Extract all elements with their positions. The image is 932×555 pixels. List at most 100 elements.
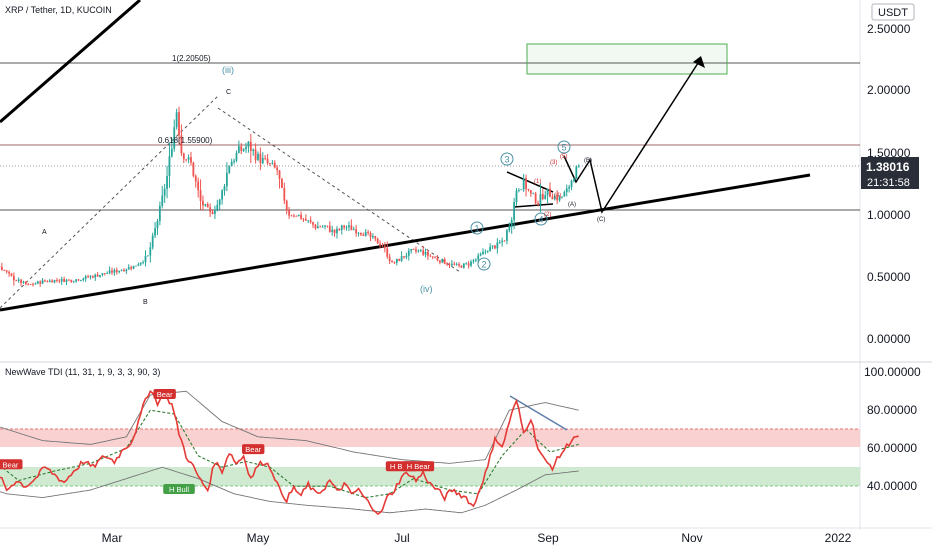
candle-down bbox=[362, 235, 364, 236]
candle-up bbox=[18, 280, 20, 281]
candle-up bbox=[492, 245, 494, 246]
candle-up bbox=[475, 259, 477, 260]
candle-down bbox=[269, 163, 271, 164]
candle-up bbox=[518, 190, 520, 191]
candle-down bbox=[530, 190, 532, 193]
candle-down bbox=[367, 232, 369, 233]
candle-down bbox=[116, 270, 118, 272]
candle-up bbox=[145, 256, 147, 262]
symbol-title: XRP / Tether, 1D, KUCOIN bbox=[5, 5, 112, 15]
candle-down bbox=[439, 260, 441, 262]
candle-up bbox=[142, 262, 144, 263]
candle-down bbox=[315, 225, 317, 229]
proj-A-label: (A) bbox=[568, 202, 576, 208]
signal-label-text: H Bull bbox=[169, 485, 189, 494]
count-2-label: 2 bbox=[481, 260, 486, 270]
count-2-marker: 2 bbox=[478, 258, 490, 270]
candle-up bbox=[82, 279, 84, 280]
candle-down bbox=[458, 264, 460, 266]
candle-up bbox=[465, 263, 467, 264]
candle-down bbox=[200, 190, 202, 201]
fib-connector-up[interactable] bbox=[0, 96, 218, 308]
candle-down bbox=[11, 273, 13, 275]
candle-up bbox=[238, 146, 240, 153]
steep-trendline[interactable] bbox=[0, 0, 140, 122]
candle-up bbox=[511, 220, 513, 227]
candle-down bbox=[92, 276, 94, 277]
candle-up bbox=[204, 204, 206, 205]
signal-label: Bear bbox=[153, 389, 175, 399]
triangle-lower[interactable] bbox=[514, 204, 553, 207]
candle-down bbox=[437, 258, 439, 260]
candle-up bbox=[489, 247, 491, 252]
triangle-upper[interactable] bbox=[507, 172, 553, 192]
indicator-lines-layer bbox=[0, 391, 579, 514]
candle-up bbox=[90, 276, 92, 277]
candle-up bbox=[262, 158, 264, 163]
candle-down bbox=[327, 226, 329, 227]
candle-down bbox=[319, 226, 321, 227]
signal-label: H Bull bbox=[163, 484, 195, 494]
candle-up bbox=[456, 264, 458, 265]
candle-down bbox=[264, 158, 266, 159]
candle-down bbox=[413, 249, 415, 250]
candle-up bbox=[169, 156, 171, 176]
candle-up bbox=[520, 189, 522, 190]
candle-down bbox=[343, 226, 345, 228]
candle-up bbox=[154, 228, 156, 235]
candle-up bbox=[401, 256, 403, 261]
candle-down bbox=[123, 270, 125, 271]
fib-connector-down[interactable] bbox=[218, 108, 460, 272]
candle-up bbox=[540, 194, 542, 204]
candle-up bbox=[94, 275, 96, 278]
projection-path[interactable] bbox=[564, 60, 700, 212]
candle-down bbox=[468, 263, 470, 265]
candle-up bbox=[473, 261, 475, 262]
indicator-tick: 40.00000 bbox=[867, 479, 917, 493]
signal-label-text: H Bear bbox=[407, 462, 431, 471]
candle-down bbox=[549, 189, 551, 197]
candle-up bbox=[133, 266, 135, 269]
candle-down bbox=[6, 271, 8, 272]
candle-down bbox=[190, 157, 192, 162]
candle-down bbox=[279, 170, 281, 179]
time-tick: Jul bbox=[394, 531, 409, 545]
candle-down bbox=[46, 281, 48, 282]
candle-up bbox=[35, 284, 37, 285]
candle-down bbox=[288, 211, 290, 216]
wave-C-label: C bbox=[226, 89, 231, 96]
candle-up bbox=[245, 147, 247, 149]
rsi-line[interactable] bbox=[0, 391, 579, 514]
candle-up bbox=[575, 167, 577, 179]
candle-up bbox=[231, 162, 233, 166]
candle-up bbox=[451, 264, 453, 266]
candle-up bbox=[331, 230, 333, 232]
candle-up bbox=[157, 221, 159, 228]
candle-up bbox=[221, 191, 223, 200]
rising-trendline[interactable] bbox=[0, 175, 810, 310]
candle-down bbox=[202, 201, 204, 206]
candle-down bbox=[259, 154, 261, 163]
indicator-tick: 60.00000 bbox=[867, 441, 917, 455]
divergence-line[interactable] bbox=[510, 396, 567, 430]
sub-5-label: (5) bbox=[560, 154, 567, 160]
candle-up bbox=[66, 280, 68, 282]
candle-up bbox=[176, 112, 178, 127]
fib-1-label: 1(2.20505) bbox=[172, 54, 211, 63]
candle-down bbox=[207, 204, 209, 207]
candle-down bbox=[535, 193, 537, 203]
count-1-label: 1 bbox=[474, 224, 479, 234]
candle-up bbox=[571, 181, 573, 187]
candle-down bbox=[434, 258, 436, 259]
candle-up bbox=[37, 281, 39, 283]
candle-up bbox=[49, 281, 51, 282]
currency-badge[interactable]: USDT bbox=[872, 4, 914, 20]
indicator-title: NewWave TDI (11, 31, 1, 9, 3, 3, 90, 3) bbox=[5, 367, 160, 377]
candle-up bbox=[506, 230, 508, 241]
candle-down bbox=[111, 271, 113, 273]
candle-up bbox=[216, 205, 218, 211]
candle-up bbox=[226, 173, 228, 186]
candle-down bbox=[305, 219, 307, 221]
price-tick: 2.00000 bbox=[867, 83, 911, 97]
